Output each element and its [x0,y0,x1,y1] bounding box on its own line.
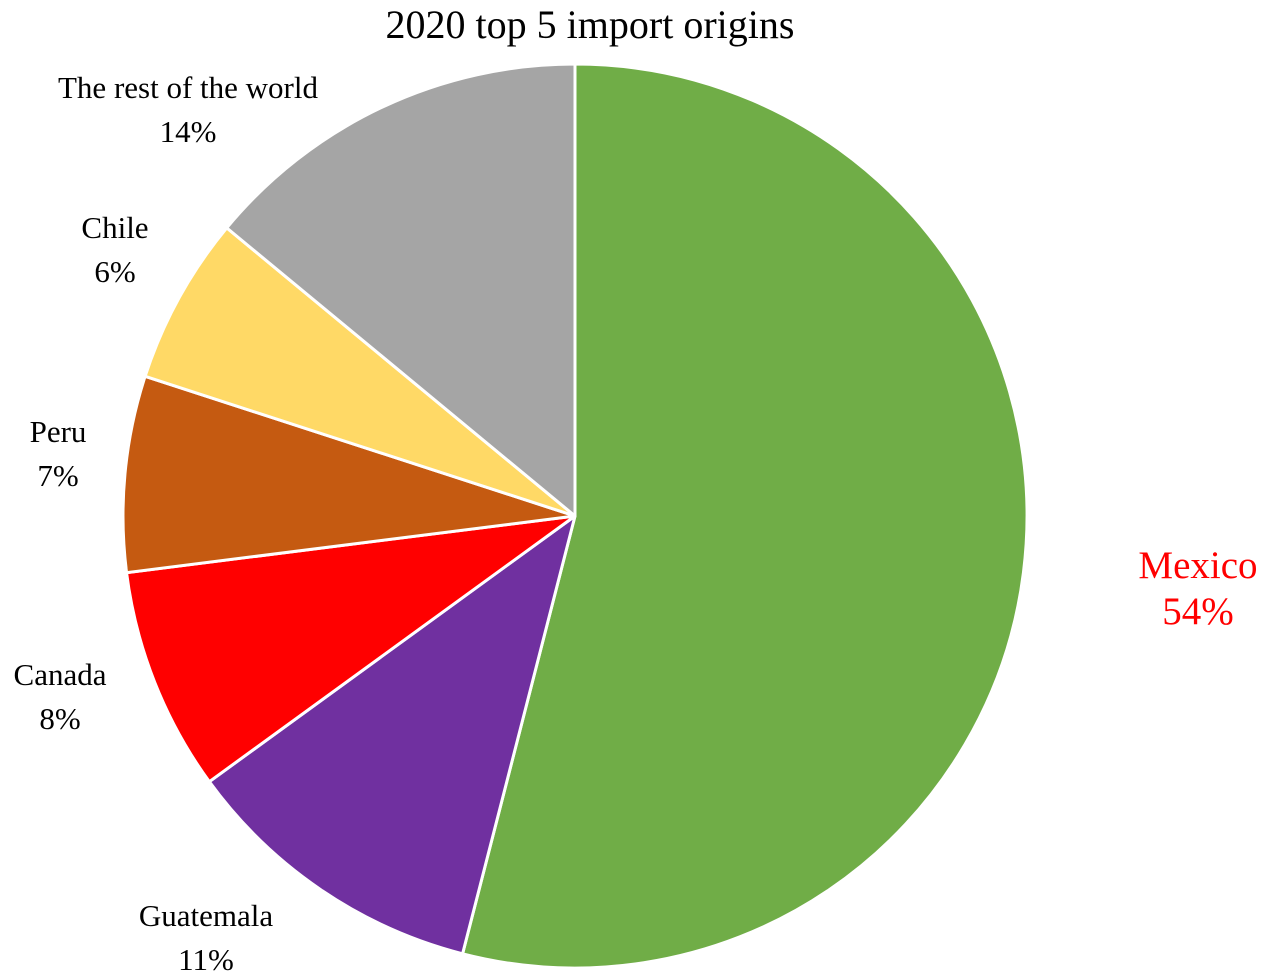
slice-category-label: Mexico [1138,544,1257,587]
slice-value-label: 54% [1162,590,1234,633]
pie-slice-the-rest-of-the-world [225,62,577,518]
chart-title: 2020 top 5 import origins [386,2,795,47]
slice-label-mexico: Mexico 54% [1138,544,1257,633]
slice-category-label: Canada [14,657,107,692]
slice-category-label: Guatemala [139,898,274,933]
slice-value-label: 11% [178,942,234,976]
pie-slices [121,62,1029,970]
slice-category-label: The rest of the world [58,70,318,105]
slice-value-label: 14% [160,114,217,149]
slice-label-peru: Peru 7% [30,414,87,493]
slice-value-label: 7% [37,458,78,493]
slice-value-label: 8% [39,701,80,736]
pie-slice-peru [121,374,577,575]
pie-slice-canada [125,514,577,784]
slice-category-label: Peru [30,414,87,449]
slice-value-label: 6% [94,254,135,289]
pie-slice-mexico [461,62,1029,970]
pie-labels: Mexico 54% Guatemala 11% Canada 8% Peru 7% Chile… [14,70,1258,976]
slice-label-canada: Canada 8% [14,657,107,736]
slice-label-guatemala: Guatemala 11% [139,898,274,976]
slice-label-the-rest-of-the-world: The rest of the world 14% [58,70,318,149]
pie-slice-guatemala [207,514,577,956]
slice-category-label: Chile [81,210,148,245]
slice-label-chile: Chile 6% [81,210,148,289]
pie-slice-chile [143,226,577,518]
